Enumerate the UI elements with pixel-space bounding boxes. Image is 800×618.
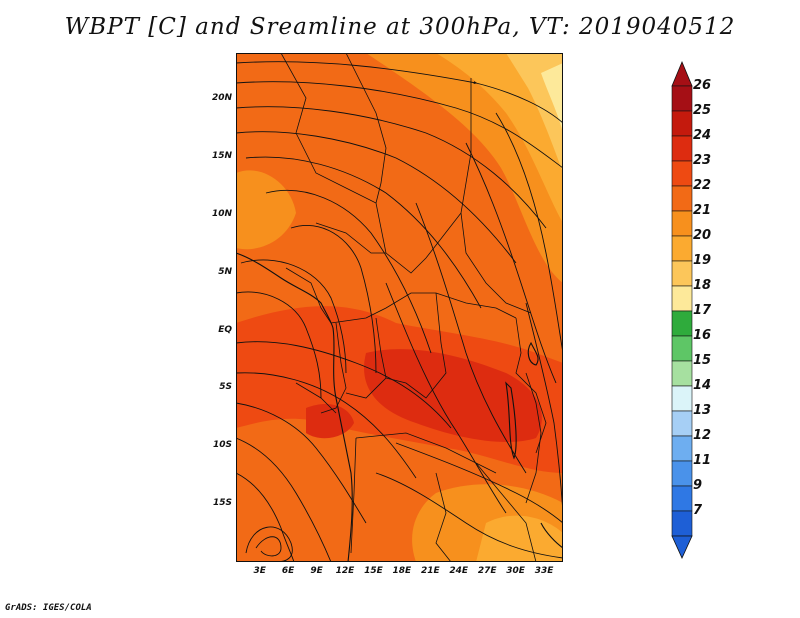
colorbar-label: 21 xyxy=(693,203,712,218)
colorbar-segment xyxy=(671,135,693,162)
wbpt-field-24 xyxy=(364,349,542,443)
colorbar-top-arrow xyxy=(671,60,693,87)
colorbar-label: 26 xyxy=(693,78,712,93)
colorbar-label: 15 xyxy=(693,353,712,368)
colorbar-segment xyxy=(671,310,693,337)
colorbar-label: 7 xyxy=(693,503,703,518)
lon-tick-label: 18E xyxy=(392,566,412,576)
lon-tick-label: 9E xyxy=(310,566,323,576)
colorbar-segment xyxy=(671,460,693,487)
lat-tick-label: EQ xyxy=(218,324,232,335)
colorbar-label: 19 xyxy=(693,253,712,268)
lat-tick-label: 10S xyxy=(212,440,232,451)
lat-tick-label: 5S xyxy=(219,382,232,393)
colorbar xyxy=(671,60,693,559)
lon-tick-label: 24E xyxy=(449,566,469,576)
lat-tick-label: 15S xyxy=(212,498,232,509)
plot-title: WBPT [C] and Sreamline at 300hPa, VT: 20… xyxy=(64,14,736,40)
colorbar-label: 18 xyxy=(693,278,712,293)
lon-tick-label: 6E xyxy=(281,566,295,576)
colorbar-segment xyxy=(671,285,693,312)
country-borders xyxy=(280,53,547,562)
colorbar-segment xyxy=(671,210,693,237)
wbpt-field-20-south xyxy=(476,515,563,562)
map-canvas xyxy=(236,53,563,562)
colorbar-segment xyxy=(671,260,693,287)
lon-tick-label: 30E xyxy=(506,566,525,576)
colorbar-label: 17 xyxy=(693,303,712,318)
map-panel xyxy=(236,53,563,562)
colorbar-segment xyxy=(671,185,693,212)
map-border xyxy=(236,53,563,562)
lat-tick-label: 15N xyxy=(211,151,232,162)
colorbar-segment xyxy=(671,485,693,512)
colorbar-label: 13 xyxy=(693,403,712,418)
colorbar-label: 11 xyxy=(693,453,712,468)
colorbar-label: 12 xyxy=(693,428,712,443)
lon-tick-label: 33E xyxy=(534,566,554,576)
colorbar-segment xyxy=(671,110,693,137)
colorbar-label: 23 xyxy=(693,153,712,168)
colorbar-segment xyxy=(671,160,693,187)
lat-tick-label: 10N xyxy=(211,208,232,219)
lon-tick-label: 27E xyxy=(477,566,497,576)
colorbar-segment xyxy=(671,235,693,262)
colorbar-label: 16 xyxy=(693,328,712,343)
colorbar-label: 9 xyxy=(693,478,703,493)
colorbar-label: 14 xyxy=(693,378,712,393)
colorbar-segment xyxy=(671,85,693,112)
lon-tick-label: 21E xyxy=(420,566,440,576)
wbpt-field-20 xyxy=(436,53,563,223)
lat-tick-label: 5N xyxy=(218,266,232,277)
lon-tick-label: 15E xyxy=(364,566,383,576)
colorbar-segment xyxy=(671,435,693,462)
wbpt-field-18 xyxy=(541,63,563,133)
colorbar-label: 24 xyxy=(693,128,712,143)
colorbar-segment xyxy=(671,510,693,537)
colorbar-segment xyxy=(671,335,693,362)
colorbar-label: 20 xyxy=(693,228,712,243)
grads-credit: GrADS: IGES/COLA xyxy=(5,603,92,613)
colorbar-segment xyxy=(671,410,693,437)
wbpt-field-21-west xyxy=(236,170,296,250)
colorbar-segment xyxy=(671,385,693,412)
lat-tick-label: 20N xyxy=(211,93,232,104)
colorbar-bottom-arrow xyxy=(671,535,693,559)
lon-tick-label: 3E xyxy=(253,566,266,576)
colorbar-segment xyxy=(671,360,693,387)
coastline xyxy=(236,252,563,562)
lon-tick-label: 12E xyxy=(335,566,355,576)
colorbar-label: 22 xyxy=(693,178,712,193)
colorbar-label: 25 xyxy=(693,103,712,118)
